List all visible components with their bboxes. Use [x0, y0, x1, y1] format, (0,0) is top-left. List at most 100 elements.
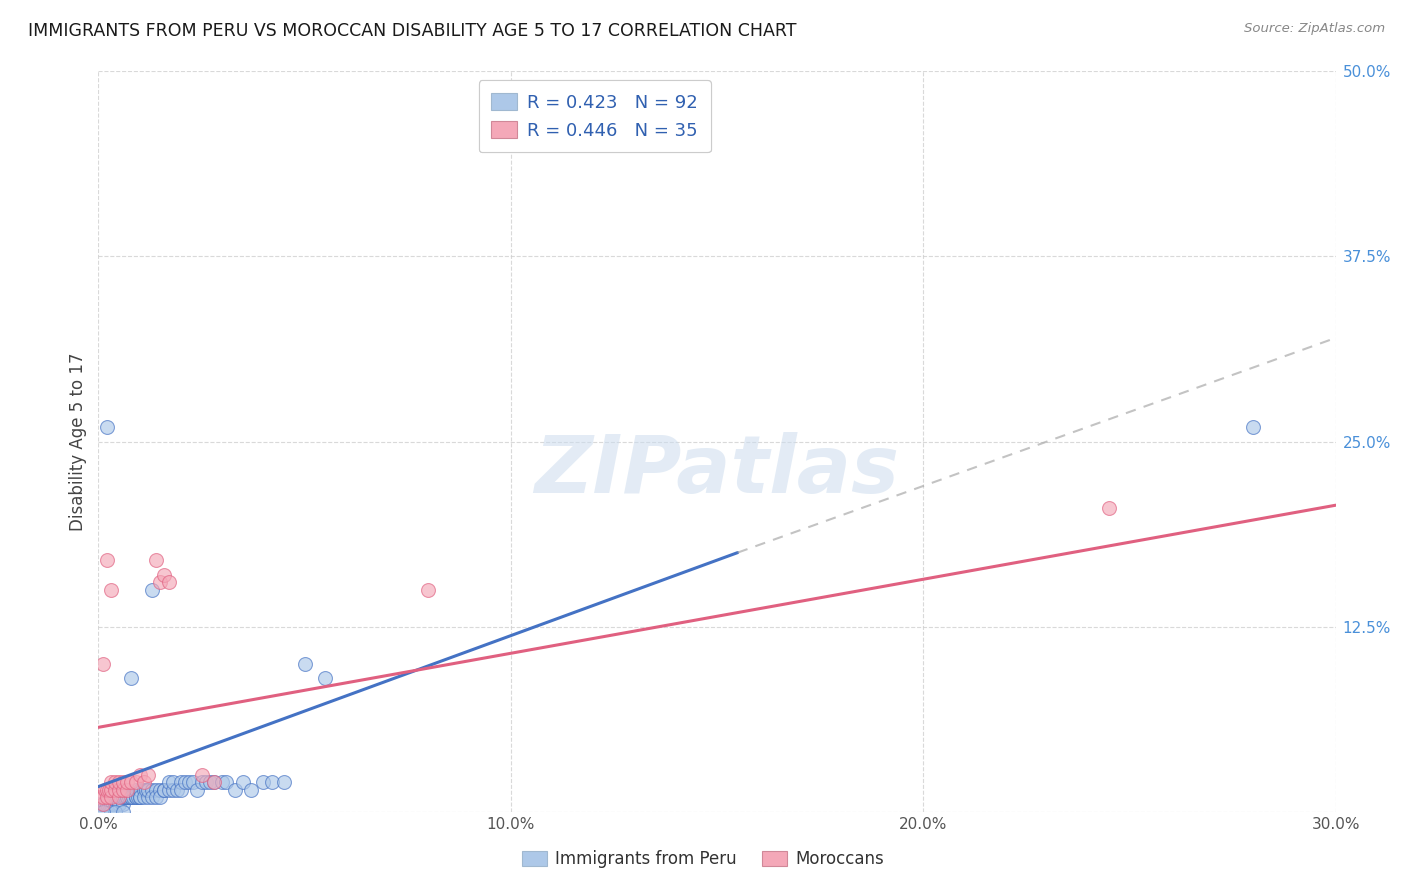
Point: [104, 789, 127, 804]
Point: [124, 775, 146, 789]
Text: Source: ZipAtlas.com: Source: ZipAtlas.com: [1244, 22, 1385, 36]
Point: [260, 775, 283, 789]
Point: [273, 775, 295, 789]
Point: [100, 805, 122, 819]
Text: ZIPatlas: ZIPatlas: [534, 432, 900, 510]
Point: [202, 775, 225, 789]
Point: [96, 419, 118, 434]
Point: [104, 789, 127, 804]
Point: [124, 789, 146, 804]
Point: [202, 775, 225, 789]
Point: [112, 782, 135, 797]
Point: [100, 782, 122, 797]
Point: [97, 797, 120, 812]
Point: [153, 782, 176, 797]
Point: [108, 797, 131, 812]
Point: [127, 789, 149, 804]
Point: [93, 797, 115, 812]
Point: [97, 782, 120, 797]
Point: [120, 775, 142, 789]
Point: [128, 789, 150, 804]
Point: [108, 797, 131, 812]
Point: [122, 789, 145, 804]
Point: [118, 789, 141, 804]
Point: [112, 775, 135, 789]
Point: [91, 657, 114, 671]
Point: [120, 789, 142, 804]
Point: [101, 789, 124, 804]
Point: [117, 789, 139, 804]
Point: [141, 582, 163, 597]
Point: [108, 782, 131, 797]
Point: [1098, 501, 1121, 516]
Point: [96, 782, 118, 797]
Point: [108, 775, 131, 789]
Point: [100, 797, 122, 812]
Point: [100, 775, 122, 789]
Point: [190, 767, 212, 781]
Point: [153, 567, 176, 582]
Point: [124, 789, 146, 804]
Point: [240, 782, 263, 797]
Point: [108, 789, 131, 804]
Point: [104, 789, 127, 804]
Point: [132, 775, 155, 789]
Point: [100, 582, 122, 597]
Point: [117, 775, 139, 789]
Point: [149, 782, 172, 797]
Point: [190, 775, 212, 789]
Point: [104, 775, 127, 789]
Point: [136, 767, 159, 781]
Point: [135, 782, 157, 797]
Point: [181, 775, 204, 789]
Point: [162, 775, 184, 789]
Point: [145, 782, 167, 797]
Point: [100, 789, 122, 804]
Point: [96, 789, 118, 804]
Point: [91, 797, 114, 812]
Point: [112, 789, 135, 804]
Point: [136, 789, 159, 804]
Point: [224, 782, 246, 797]
Point: [89, 797, 111, 812]
Point: [157, 775, 180, 789]
Point: [114, 789, 136, 804]
Point: [108, 789, 131, 804]
Point: [120, 672, 142, 686]
Point: [157, 782, 180, 797]
Point: [232, 775, 254, 789]
Point: [96, 797, 118, 812]
Point: [120, 789, 142, 804]
Point: [149, 575, 172, 590]
Point: [91, 805, 114, 819]
Point: [145, 789, 167, 804]
Point: [174, 775, 197, 789]
Point: [105, 797, 128, 812]
Point: [141, 789, 163, 804]
Point: [194, 775, 217, 789]
Point: [96, 797, 118, 812]
Point: [153, 782, 176, 797]
Point: [145, 553, 167, 567]
Point: [149, 789, 172, 804]
Point: [170, 775, 193, 789]
Point: [104, 805, 127, 819]
Point: [128, 782, 150, 797]
Point: [91, 789, 114, 804]
Point: [1241, 419, 1264, 434]
Point: [91, 797, 114, 812]
Point: [93, 797, 115, 812]
Point: [128, 767, 150, 781]
Point: [100, 797, 122, 812]
Point: [96, 797, 118, 812]
Point: [104, 782, 127, 797]
Point: [141, 782, 163, 797]
Legend: R = 0.423   N = 92, R = 0.446   N = 35: R = 0.423 N = 92, R = 0.446 N = 35: [478, 80, 711, 153]
Point: [89, 789, 111, 804]
Point: [91, 797, 114, 812]
Point: [105, 789, 128, 804]
Point: [186, 782, 208, 797]
Point: [97, 797, 120, 812]
Point: [166, 782, 188, 797]
Legend: Immigrants from Peru, Moroccans: Immigrants from Peru, Moroccans: [516, 844, 890, 875]
